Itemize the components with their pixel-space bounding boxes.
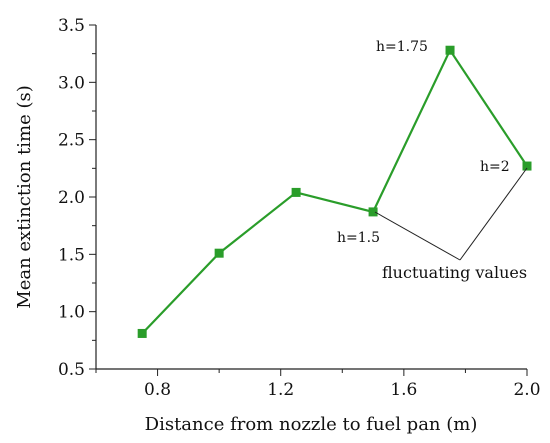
x-ticks: 0.8 1.2 1.6 2.0 — [95, 369, 541, 400]
y-tick-label: 3.5 — [58, 16, 85, 36]
x-tick-label: 2.0 — [513, 380, 540, 400]
data-point — [291, 187, 301, 197]
y-tick-label: 3.0 — [58, 73, 85, 93]
data-point — [445, 45, 455, 55]
pointer-line-left — [374, 211, 461, 261]
data-point — [214, 248, 224, 258]
x-tick-label: 1.6 — [390, 380, 417, 400]
annotations: h=1.5 h=1.75 h=2 fluctuating values — [337, 39, 528, 282]
y-tick-label: 1.5 — [58, 245, 85, 265]
series-group — [137, 45, 532, 338]
y-tick-label: 0.5 — [58, 360, 85, 380]
y-axis-title: Mean extinction time (s) — [14, 85, 35, 308]
label-h-1-75: h=1.75 — [376, 39, 428, 55]
y-tick-label: 2.5 — [58, 131, 85, 151]
x-tick-label: 0.8 — [144, 380, 171, 400]
series-line — [141, 47, 528, 335]
pointer-line-right — [459, 167, 528, 261]
label-fluctuating-values: fluctuating values — [382, 263, 527, 282]
y-ticks: 0.5 1.0 1.5 2.0 2.5 3.0 3.5 — [58, 16, 96, 380]
label-h-1-5: h=1.5 — [337, 230, 380, 246]
x-tick-label: 1.2 — [267, 380, 294, 400]
y-tick-label: 1.0 — [58, 303, 85, 323]
data-point — [368, 207, 378, 217]
data-point — [137, 328, 147, 338]
x-axis-title: Distance from nozzle to fuel pan (m) — [145, 414, 478, 435]
y-tick-label: 2.0 — [58, 188, 85, 208]
data-point — [522, 161, 532, 171]
label-h-2: h=2 — [480, 159, 510, 175]
